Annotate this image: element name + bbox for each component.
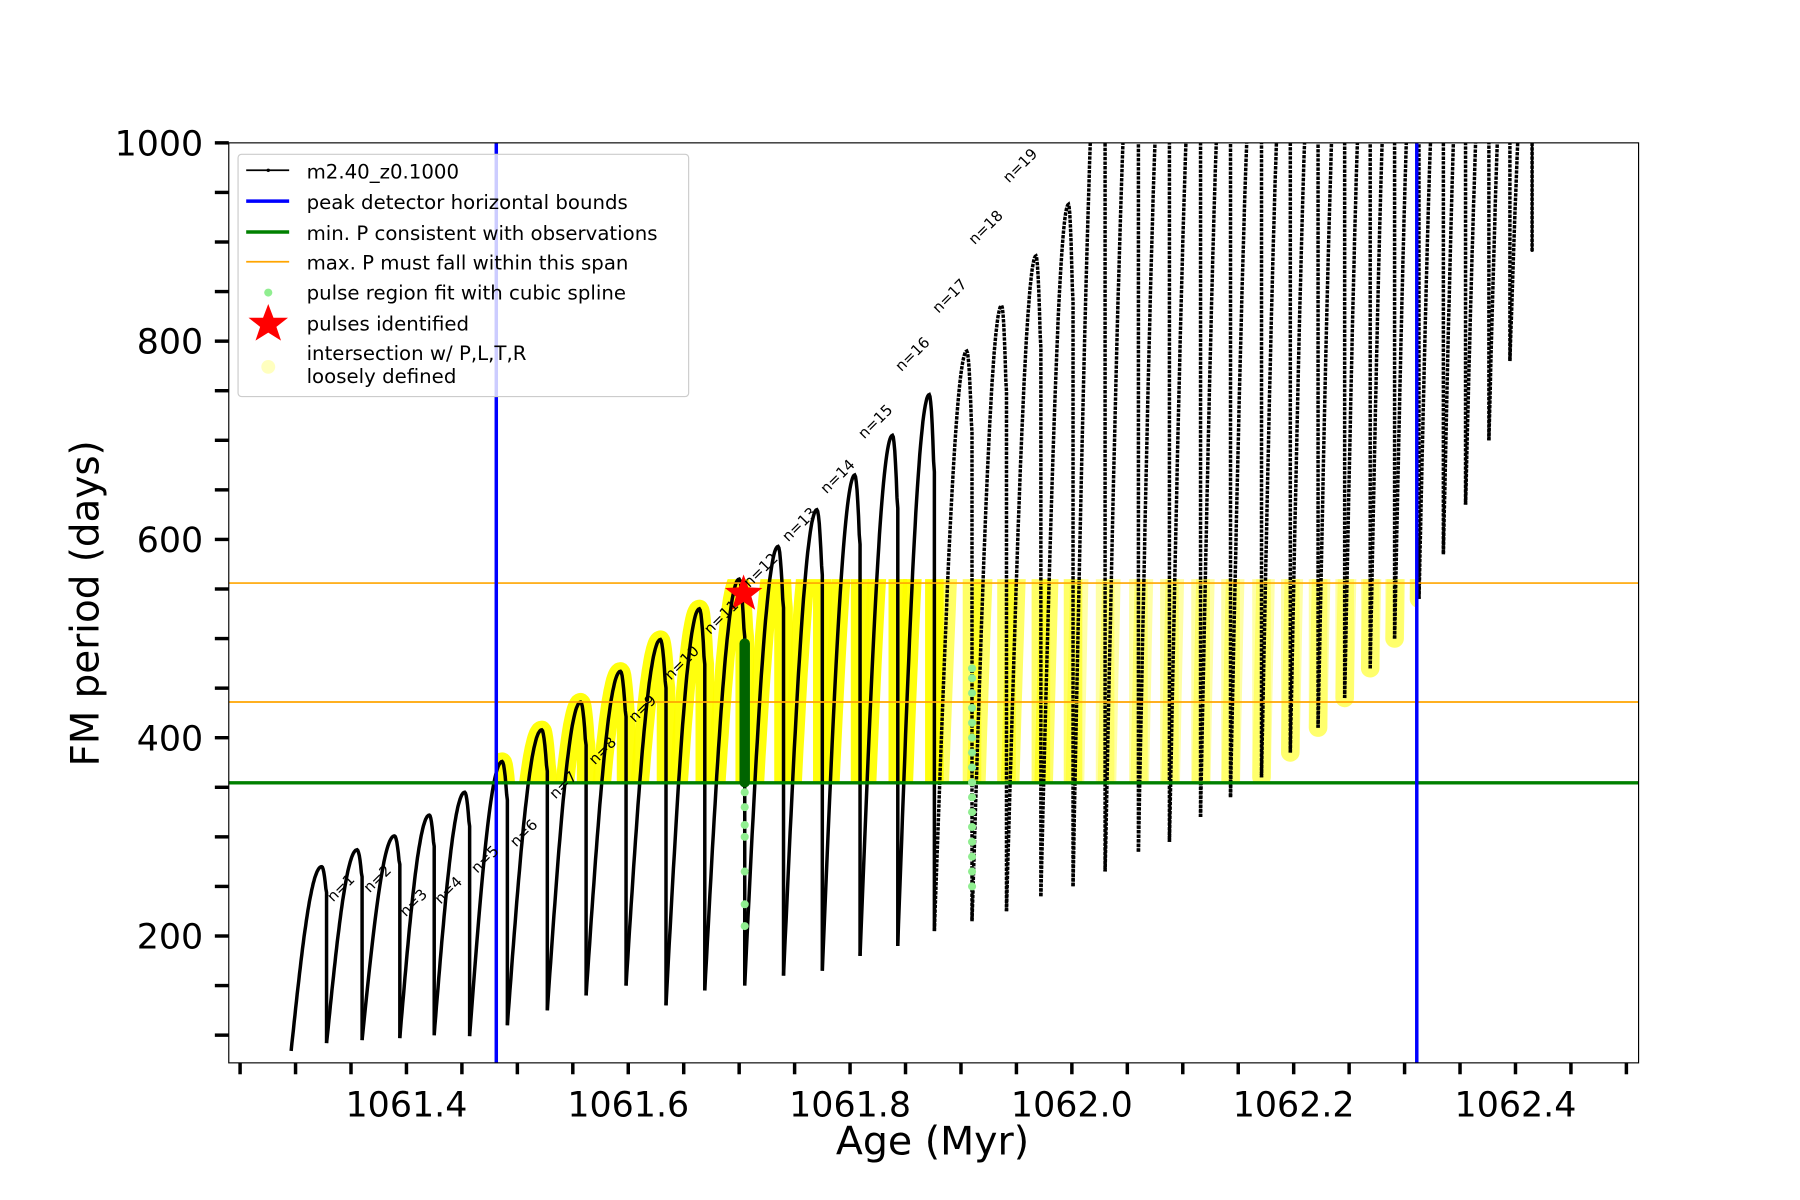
period-curve	[289, 142, 1534, 1052]
y-tick-label: 200	[137, 918, 203, 958]
cycle-curve	[742, 544, 786, 986]
legend-star-icon	[248, 304, 288, 341]
x-tick-label: 1061.4	[346, 1086, 468, 1126]
cycle-curve	[1288, 142, 1320, 753]
legend: m2.40_z0.1000 peak detector horizontal b…	[237, 153, 690, 398]
legend-intersection-label-line2: loosely defined	[307, 365, 457, 388]
reference-lines	[228, 142, 1639, 1063]
legend-max-p-label: max. P must fall within this span	[307, 252, 629, 275]
spline-fit-point	[967, 822, 977, 831]
legend-series-label: m2.40_z0.1000	[307, 160, 459, 183]
cycle-curve	[584, 669, 628, 996]
cycle-curve	[624, 637, 668, 1006]
spline-fit-point	[740, 832, 749, 841]
cycle-curve	[1103, 142, 1141, 872]
spline-fit-point	[740, 788, 749, 797]
cycle-curve	[467, 759, 510, 1037]
cycle-curve	[896, 392, 937, 946]
cycle-curve	[1167, 142, 1203, 842]
legend-frame	[237, 153, 690, 398]
cycle-curve	[1004, 253, 1043, 912]
cycle-curve	[505, 727, 550, 1026]
spline-fit-point	[967, 748, 977, 757]
spline-fit-point	[967, 793, 977, 802]
cycle-curve	[970, 302, 1009, 922]
spline-fit-point	[967, 808, 977, 817]
cycle-curve	[858, 432, 900, 956]
spline-fit-point	[740, 803, 749, 812]
cycle-curve	[820, 472, 862, 971]
axes: 1061.4 1061.6 1061.8 1062.0 1062.2 1062.4 200 4…	[115, 125, 1629, 1126]
spline-fit-point	[967, 703, 977, 712]
spline-fit-point	[967, 674, 977, 683]
cycle-curve	[289, 864, 329, 1052]
spline-fit-point	[967, 763, 977, 772]
cycle-curve	[1198, 142, 1233, 818]
legend-spline-dot-icon	[264, 288, 273, 297]
cycle-curve	[703, 576, 747, 991]
cycle-curve	[1368, 142, 1397, 669]
spline-fit-point	[967, 689, 977, 698]
spline-fit-point	[967, 778, 977, 787]
y-tick-label: 1000	[115, 125, 204, 165]
x-axis-label: Age (Myr)	[836, 1120, 1029, 1165]
y-tick-label: 400	[137, 720, 203, 760]
cycle-curve	[360, 834, 402, 1041]
legend-bounds-label: peak detector horizontal bounds	[307, 191, 628, 214]
cycle-curve	[1071, 142, 1107, 887]
x-tick-label: 1062.4	[1455, 1086, 1577, 1126]
x-tick-label: 1061.6	[567, 1086, 689, 1126]
cycle-curve	[398, 813, 436, 1039]
spline-fit-points	[724, 574, 977, 931]
cycle-curve	[1228, 142, 1264, 798]
spline-fit-point	[967, 718, 977, 727]
spline-fit-point	[967, 733, 977, 742]
spline-fit-point	[967, 837, 977, 846]
x-tick-label: 1061.8	[789, 1086, 911, 1126]
spline-fit-point	[740, 820, 749, 829]
legend-yellow-dot-icon	[261, 360, 276, 374]
spline-fit-point	[967, 867, 977, 876]
legend-intersection-label-line1: intersection w/ P,L,T,R	[307, 342, 527, 365]
y-tick-label: 800	[137, 323, 203, 363]
pulse-identified-star	[724, 574, 763, 610]
cycle-curve	[432, 790, 472, 1037]
cycle-curve	[1259, 142, 1293, 778]
legend-min-p-label: min. P consistent with observations	[307, 222, 658, 245]
spline-fit-point	[967, 664, 977, 673]
spline-fit-point	[740, 900, 749, 909]
cycle-curve	[324, 847, 364, 1044]
y-axis-label: FM period (days)	[63, 440, 108, 766]
y-tick-label: 600	[137, 521, 203, 561]
legend-spline-label: pulse region fit with cubic spline	[307, 282, 626, 305]
spline-fit-point	[967, 882, 977, 891]
cycle-curve	[932, 348, 974, 932]
intersection-highlight	[1130, 579, 1179, 783]
cycle-curve	[1316, 142, 1347, 728]
spline-fit-point	[740, 922, 749, 931]
spline-fit-point	[740, 867, 749, 876]
plot-frame	[228, 142, 1640, 1064]
legend-series-marker-icon	[266, 168, 270, 172]
cycle-curve	[1463, 142, 1491, 505]
cycle-curve	[781, 507, 825, 976]
cycle-curve	[1342, 142, 1372, 699]
x-tick-label: 1062.0	[1011, 1086, 1133, 1126]
cycle-curve	[1039, 201, 1075, 897]
cycle-curve	[1487, 142, 1512, 441]
intersection-highlight	[1034, 579, 1083, 783]
x-tick-label: 1062.2	[1233, 1086, 1355, 1126]
cycle-curve	[1392, 142, 1421, 639]
spline-fit-point	[967, 852, 977, 861]
legend-pulses-label: pulses identified	[307, 312, 469, 335]
cycle-curve	[664, 606, 707, 1006]
